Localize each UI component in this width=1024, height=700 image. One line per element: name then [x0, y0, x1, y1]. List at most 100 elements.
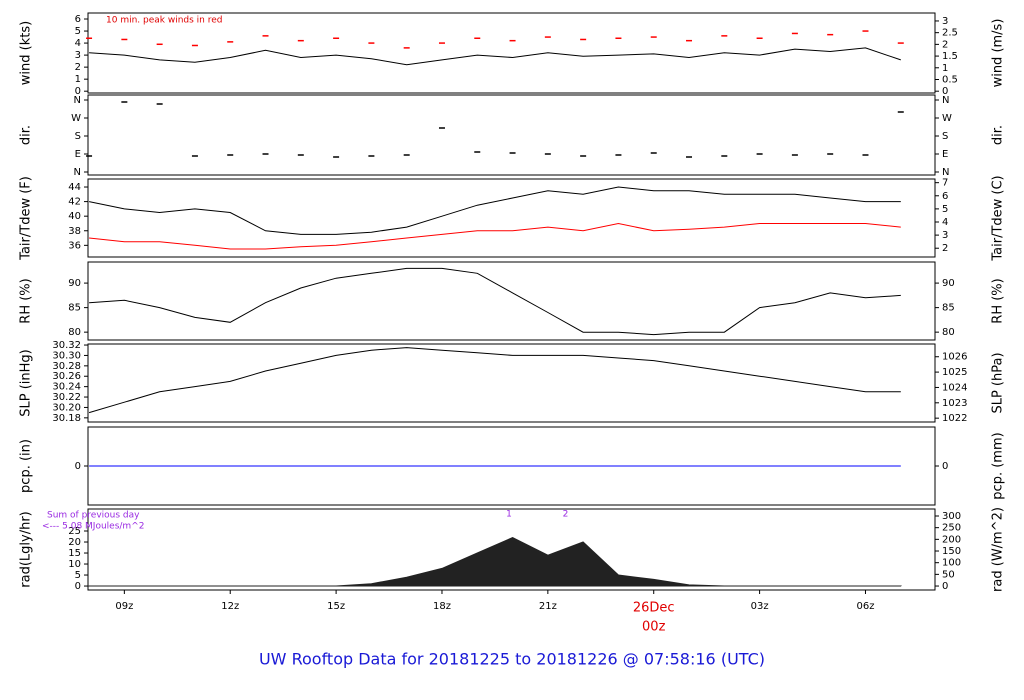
y-axis-label: dir. [19, 125, 34, 145]
y-tick-label: 40 [68, 211, 81, 222]
y-tick-label: 20 [68, 537, 81, 548]
y2-axis-label: wind (m/s) [991, 19, 1006, 88]
y-axis-label: pcp. (in) [19, 439, 34, 493]
y-tick-label: 4 [75, 38, 81, 49]
y-tick-label: 30.26 [52, 371, 81, 382]
y-tick-label: 30.22 [52, 392, 81, 403]
line [89, 47, 901, 66]
y-axis-label: wind (kts) [19, 21, 34, 85]
y-axis-label: RH (%) [19, 278, 34, 323]
y2-tick-label: 0 [942, 461, 948, 472]
x-tick-label: 09z [115, 601, 133, 612]
peak-label: 1 [506, 510, 512, 520]
y2-tick-label: N [942, 95, 949, 106]
y2-tick-label: 3 [942, 230, 948, 241]
y2-tick-label: 2 [942, 243, 948, 254]
y-tick-label: 5 [75, 570, 81, 581]
y-tick-label: 6 [75, 14, 81, 25]
annotation: 10 min. peak winds in red [106, 16, 223, 26]
panel-frame [87, 508, 936, 591]
y2-tick-label: 90 [942, 278, 955, 289]
y-tick-label: 85 [68, 303, 81, 314]
y2-tick-label: 3 [942, 16, 948, 27]
y-tick-label: 0 [75, 581, 81, 592]
y2-tick-label: 0 [942, 581, 948, 592]
y-tick-label: 30.28 [52, 361, 81, 372]
y2-tick-label: N [942, 167, 949, 178]
y2-tick-label: 1022 [942, 413, 967, 424]
date-label: 26Dec [633, 601, 675, 616]
x-tick-label: 21z [539, 601, 557, 612]
y-tick-label: 0 [75, 461, 81, 472]
y-tick-label: 90 [68, 278, 81, 289]
y2-tick-label: E [942, 149, 948, 160]
y2-tick-label: W [942, 113, 952, 124]
y2-tick-label: 6 [942, 191, 948, 202]
x-tick-label: 03z [751, 601, 769, 612]
y-tick-label: W [71, 113, 81, 124]
y2-tick-label: 200 [942, 534, 961, 545]
y2-tick-label: 2 [942, 39, 948, 50]
y-axis-label: rad(Lgly/hr) [19, 511, 34, 587]
y-tick-label: 3 [75, 50, 81, 61]
panel-frame [87, 94, 936, 176]
note: <--- 5.08 MJoules/m^2 [42, 522, 144, 532]
y-axis-label: Tair/Tdew (F) [19, 176, 34, 261]
y2-tick-label: 1 [942, 63, 948, 74]
y2-tick-label: 5 [942, 204, 948, 215]
y-tick-label: 5 [75, 26, 81, 37]
y2-tick-label: 1023 [942, 398, 967, 409]
y-tick-label: 15 [68, 548, 81, 559]
y2-tick-label: 1026 [942, 352, 967, 363]
y2-axis-label: SLP (hPa) [991, 352, 1006, 413]
y-axis-label: SLP (inHg) [19, 349, 34, 417]
panel-frame [87, 178, 936, 258]
y-tick-label: 36 [68, 240, 81, 251]
footer-title: UW Rooftop Data for 20181225 to 20181226… [259, 650, 765, 669]
y2-tick-label: 1025 [942, 367, 967, 378]
panel-frame [87, 261, 936, 341]
panel-frame [87, 343, 936, 423]
y2-tick-label: 100 [942, 558, 961, 569]
y-tick-label: S [75, 131, 81, 142]
y2-tick-label: 2.5 [942, 28, 958, 39]
x-tick-label: 18z [433, 601, 451, 612]
y-tick-label: 2 [75, 62, 81, 73]
y2-axis-label: Tair/Tdew (C) [991, 175, 1006, 261]
x-tick-label: 15z [327, 601, 345, 612]
y-tick-label: 38 [68, 226, 81, 237]
line [89, 222, 901, 250]
y2-tick-label: 80 [942, 327, 955, 338]
note: Sum of previous day [47, 511, 140, 521]
y-tick-label: 10 [68, 559, 81, 570]
y2-tick-label: 1024 [942, 382, 967, 393]
x-tick-label: 12z [221, 601, 239, 612]
x-tick-label: 00z [642, 620, 666, 635]
line [88, 186, 901, 235]
y-tick-label: 44 [68, 182, 81, 193]
y2-tick-label: 300 [942, 511, 961, 522]
y2-tick-label: 250 [942, 523, 961, 534]
y2-tick-label: 0.5 [942, 74, 958, 85]
y-tick-label: 30.24 [52, 382, 81, 393]
y2-tick-label: 1.5 [942, 51, 958, 62]
y-tick-label: 30.18 [52, 413, 81, 424]
y-tick-label: N [74, 167, 81, 178]
y2-axis-label: pcp. (mm) [991, 432, 1006, 499]
y-tick-label: 80 [68, 327, 81, 338]
y-tick-label: 30.32 [52, 340, 81, 351]
y2-axis-label: rad (W/m^2) [991, 507, 1006, 592]
y-tick-label: 0 [75, 86, 81, 97]
y-tick-label: 25 [68, 526, 81, 537]
peak-label: 2 [563, 510, 569, 520]
y-tick-label: 30.30 [52, 350, 81, 361]
y-tick-label: 1 [75, 74, 81, 85]
y-tick-label: 30.20 [52, 402, 81, 413]
panel-frame [87, 12, 936, 94]
line [88, 347, 901, 414]
y2-tick-label: 4 [942, 217, 948, 228]
y-tick-label: E [75, 149, 81, 160]
y-tick-label: N [74, 95, 81, 106]
y2-axis-label: RH (%) [991, 278, 1006, 323]
area [87, 537, 902, 587]
